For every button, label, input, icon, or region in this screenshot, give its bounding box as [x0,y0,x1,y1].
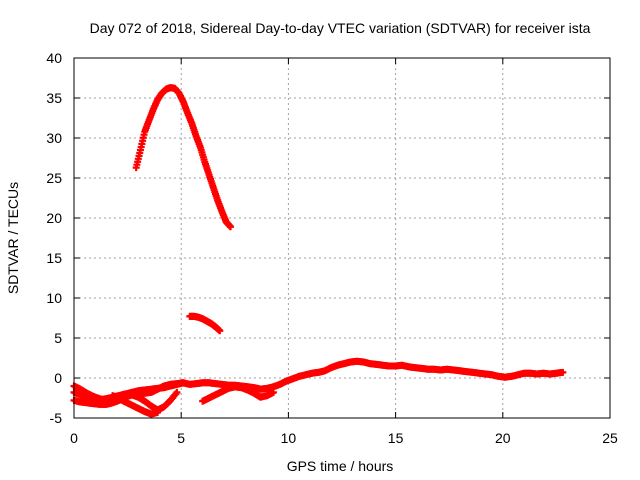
data-point [154,408,162,416]
series-arc-high [132,84,235,231]
x-tick-label: 25 [602,430,618,446]
x-tick-label: 5 [177,430,185,446]
x-tick-label: 20 [495,430,511,446]
y-axis-title: SDTVAR / TECUs [5,182,21,294]
data-point [559,368,567,376]
y-tick-label: -5 [50,410,63,426]
y-tick-label: 35 [46,90,62,106]
y-tick-label: 10 [46,290,62,306]
series-track-e [199,383,277,405]
series-track-d [109,392,162,418]
data-point [216,327,224,335]
y-tick-label: 20 [46,210,62,226]
series-arc-mid [186,312,224,335]
x-tick-label: 15 [388,430,404,446]
y-tick-label: 30 [46,130,62,146]
y-tick-label: 25 [46,170,62,186]
x-tick-label: 0 [70,430,78,446]
y-tick-label: 5 [54,330,62,346]
y-tick-labels: -5 0 5 10 15 20 25 30 35 40 [46,50,62,426]
y-tick-label: 0 [54,370,62,386]
x-tick-label: 10 [281,430,297,446]
axis-ticks [73,57,611,419]
y-tick-label: 40 [46,50,62,66]
data-point [227,223,235,231]
x-tick-labels: 0 5 10 15 20 25 [70,430,618,446]
x-axis-title: GPS time / hours [287,458,394,474]
chart-title: Day 072 of 2018, Sidereal Day-to-day VTE… [90,20,591,36]
data-points [70,84,567,418]
data-point [173,388,181,396]
grid-lines [74,58,610,418]
plot-frame [73,57,611,419]
data-point [179,379,187,387]
y-tick-label: 15 [46,250,62,266]
data-point [269,388,277,396]
